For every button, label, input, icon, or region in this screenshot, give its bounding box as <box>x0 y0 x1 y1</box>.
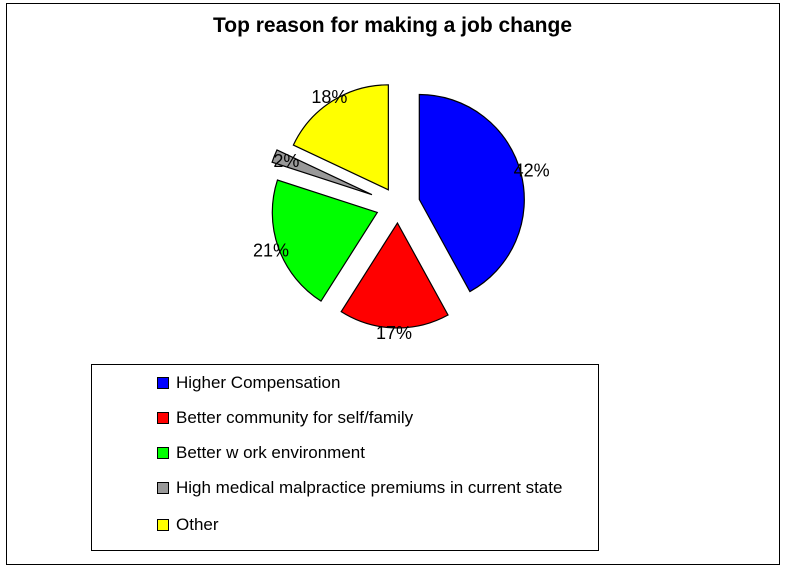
slice-data-label: 21% <box>253 241 289 261</box>
legend-item: Better community for self/family <box>157 408 413 428</box>
legend-item: Better w ork environment <box>157 443 365 463</box>
slice-data-label: 18% <box>311 87 347 107</box>
legend-item: High medical malpractice premiums in cur… <box>157 478 562 498</box>
legend-label: Other <box>176 515 219 534</box>
legend-swatch <box>157 482 169 494</box>
pie-slice <box>340 221 449 329</box>
slice-data-label: 17% <box>376 323 412 343</box>
legend-label: Better w ork environment <box>176 443 365 462</box>
legend: Higher Compensation Better community for… <box>91 364 599 551</box>
chart-title: Top reason for making a job change <box>213 14 572 37</box>
pie-slice <box>271 149 373 196</box>
pie-slice <box>271 179 379 302</box>
slice-data-label: 42% <box>514 161 550 181</box>
pie-slice <box>418 93 525 293</box>
legend-label: Higher Compensation <box>176 373 341 392</box>
legend-label: Better community for self/family <box>176 408 414 427</box>
legend-swatch <box>157 412 169 424</box>
legend-label: High medical malpractice premiums in cur… <box>176 478 563 497</box>
legend-swatch <box>157 377 169 389</box>
slice-data-label: 2% <box>273 151 299 171</box>
pie-slice <box>292 84 389 191</box>
legend-swatch <box>157 447 169 459</box>
legend-swatch <box>157 519 169 531</box>
legend-item: Higher Compensation <box>157 373 340 393</box>
legend-item: Other <box>157 515 219 535</box>
